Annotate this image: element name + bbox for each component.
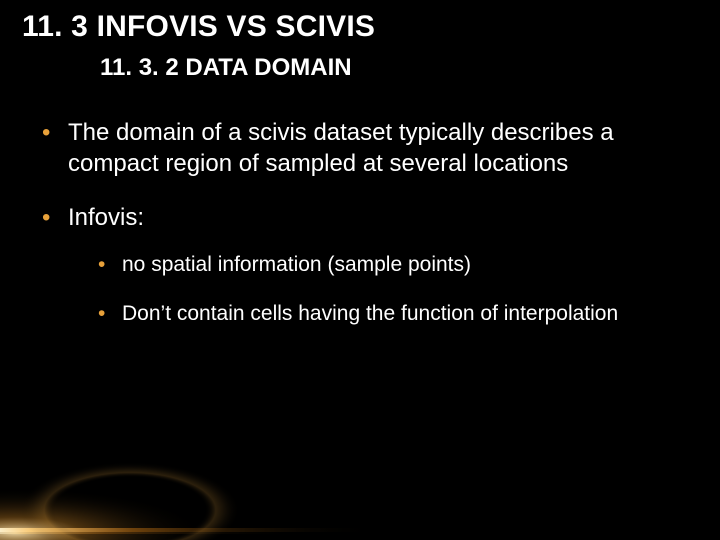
list-item: The domain of a scivis dataset typically… (40, 118, 680, 179)
list-item-text: Don’t contain cells having the function … (122, 302, 618, 325)
list-item: Infovis: no spatial information (sample … (40, 203, 680, 327)
list-item-text: The domain of a scivis dataset typically… (68, 119, 614, 177)
section-heading: 11. 3 INFOVIS VS SCIVIS (22, 10, 375, 44)
bullet-list: The domain of a scivis dataset typically… (40, 118, 680, 328)
slide: 11. 3 INFOVIS VS SCIVIS 11. 3. 2 DATA DO… (0, 0, 720, 540)
sub-bullet-list: no spatial information (sample points) D… (68, 252, 680, 328)
list-item-text: Infovis: (68, 204, 144, 231)
list-item: no spatial information (sample points) (98, 252, 680, 279)
slide-body: The domain of a scivis dataset typically… (40, 118, 680, 352)
list-item: Don’t contain cells having the function … (98, 301, 680, 328)
subsection-heading: 11. 3. 2 DATA DOMAIN (100, 54, 352, 82)
list-item-text: no spatial information (sample points) (122, 253, 471, 276)
lens-flare-decoration (0, 450, 380, 540)
